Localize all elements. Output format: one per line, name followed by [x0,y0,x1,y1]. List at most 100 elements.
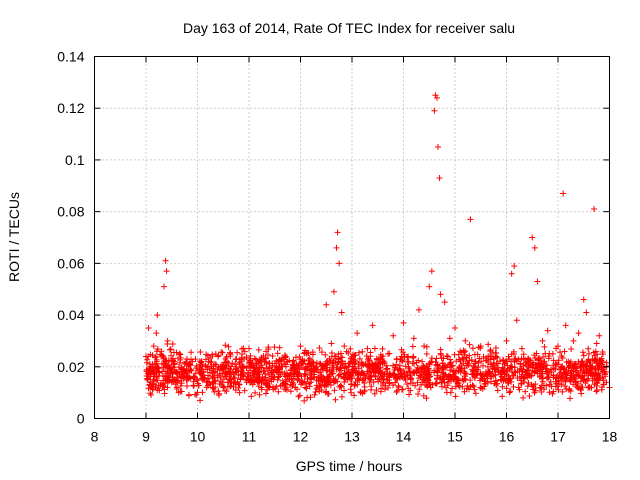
data-point [601,368,608,375]
data-point [266,371,273,378]
data-point [596,332,603,339]
data-point [358,362,365,369]
data-point [243,354,250,361]
data-point [575,385,582,392]
data-point [319,366,326,373]
data-point [441,299,448,306]
data-point [526,364,533,371]
grid [94,56,610,419]
data-point [212,361,219,368]
data-point [354,370,361,377]
data-point [469,382,476,389]
data-point [455,367,462,374]
data-point [539,337,546,344]
data-point [399,386,406,393]
data-point [154,377,161,384]
data-point [225,343,232,350]
data-point [483,357,490,364]
data-point [520,351,527,358]
data-point [183,355,190,362]
data-point [215,353,222,360]
data-point [190,382,197,389]
data-point [442,363,449,370]
data-point [524,358,531,365]
data-point [549,390,556,397]
data-point [582,363,589,370]
data-point [248,393,255,400]
data-point [509,372,516,379]
y-tick-label: 0.06 [57,255,84,271]
data-point [559,375,566,382]
data-point [452,374,459,381]
y-tick-label: 0.12 [57,100,84,116]
data-point [449,362,456,369]
data-point [171,358,178,365]
data-point [191,373,198,380]
data-point [183,382,190,389]
data-point [373,386,380,393]
data-point [178,378,185,385]
data-point [538,389,545,396]
data-point [583,309,590,316]
data-point [508,270,515,277]
data-point [289,358,296,365]
data-point [237,375,244,382]
data-point [336,371,343,378]
data-point [431,369,438,376]
data-point [534,278,541,285]
data-point [241,387,248,394]
data-point [266,384,273,391]
data-point [163,268,170,275]
data-point [394,387,401,394]
data-point [362,375,369,382]
x-axis-label: GPS time / hours [296,458,403,474]
data-point [306,355,313,362]
data-point [143,368,150,375]
data-point [600,381,607,388]
data-point [336,260,343,267]
data-point [275,373,282,380]
data-point [338,393,345,400]
data-point [447,367,454,374]
data-point [583,369,590,376]
data-point [233,356,240,363]
data-point [563,375,570,382]
data-point [215,392,222,399]
data-point [341,387,348,394]
data-point [343,348,350,355]
data-point [452,393,459,400]
data-point [197,397,204,404]
data-point [168,379,175,386]
data-point [485,353,492,360]
data-point [366,357,373,364]
data-point [281,354,288,361]
data-point [359,348,366,355]
data-point [303,385,310,392]
data-point [144,376,151,383]
data-point [297,343,304,350]
data-point [498,377,505,384]
data-point [325,390,332,397]
data-point [464,382,471,389]
y-tick-label: 0.04 [57,307,84,323]
data-point [227,351,234,358]
data-point [153,356,160,363]
data-point [490,360,497,367]
data-point [530,359,537,366]
data-point [331,353,338,360]
data-point [371,365,378,372]
data-point [378,353,385,360]
data-point [542,368,549,375]
data-point [375,378,382,385]
data-point [204,352,211,359]
data-point [515,356,522,363]
data-point [487,378,494,385]
data-point [477,384,484,391]
data-point [341,343,348,350]
data-point [390,372,397,379]
data-point [469,345,476,352]
data-point [397,355,404,362]
data-point [443,352,450,359]
data-point [549,350,556,357]
data-point [437,346,444,353]
